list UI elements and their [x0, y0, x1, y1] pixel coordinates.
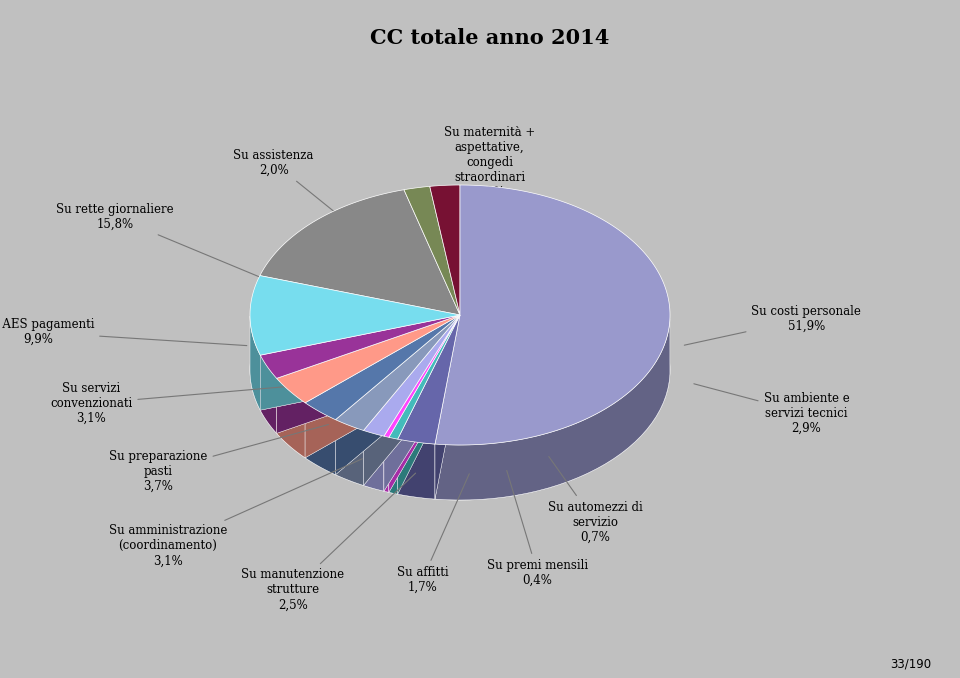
- Text: Su premi mensili
0,4%: Su premi mensili 0,4%: [487, 471, 588, 587]
- Text: Su ambiente e
servizi tecnici
2,9%: Su ambiente e servizi tecnici 2,9%: [694, 384, 850, 435]
- Polygon shape: [435, 185, 670, 445]
- Polygon shape: [404, 186, 460, 315]
- Text: Su rette giornaliere
15,8%: Su rette giornaliere 15,8%: [57, 203, 276, 283]
- Polygon shape: [384, 315, 460, 491]
- Polygon shape: [397, 315, 460, 494]
- Polygon shape: [389, 315, 460, 492]
- Polygon shape: [364, 431, 384, 491]
- Text: Su preparazione
pasti
3,7%: Su preparazione pasti 3,7%: [109, 424, 328, 493]
- Polygon shape: [276, 315, 460, 403]
- Polygon shape: [260, 315, 460, 378]
- Polygon shape: [389, 437, 397, 494]
- Polygon shape: [305, 315, 460, 458]
- Polygon shape: [435, 315, 460, 499]
- Polygon shape: [260, 315, 460, 410]
- Polygon shape: [276, 315, 460, 433]
- Polygon shape: [435, 319, 670, 500]
- Ellipse shape: [250, 240, 670, 500]
- Text: Su maternità +
aspettative,
congedi
straordinari
2,3%: Su maternità + aspettative, congedi stra…: [443, 126, 536, 245]
- Text: Su amministrazione
(coordinamento)
3,1%: Su amministrazione (coordinamento) 3,1%: [108, 459, 362, 567]
- Text: Su affitti
1,7%: Su affitti 1,7%: [396, 474, 469, 594]
- Text: Su assistenza
2,0%: Su assistenza 2,0%: [233, 148, 372, 242]
- Polygon shape: [364, 315, 460, 485]
- Polygon shape: [260, 190, 460, 315]
- Polygon shape: [384, 436, 389, 492]
- Polygon shape: [364, 315, 460, 485]
- Polygon shape: [276, 315, 460, 433]
- Polygon shape: [364, 315, 460, 436]
- Polygon shape: [397, 315, 460, 444]
- Polygon shape: [397, 439, 435, 499]
- Polygon shape: [389, 315, 460, 439]
- Polygon shape: [397, 315, 460, 494]
- Polygon shape: [305, 403, 335, 475]
- Polygon shape: [305, 315, 460, 458]
- Text: Su automezzi di
servizio
0,7%: Su automezzi di servizio 0,7%: [548, 456, 642, 544]
- Polygon shape: [335, 420, 364, 485]
- Polygon shape: [384, 315, 460, 491]
- Text: Su costi personale
51,9%: Su costi personale 51,9%: [684, 304, 861, 345]
- Polygon shape: [305, 315, 460, 420]
- Text: Su AES pagamenti
9,9%: Su AES pagamenti 9,9%: [0, 318, 247, 346]
- Polygon shape: [384, 315, 460, 437]
- Polygon shape: [335, 315, 460, 475]
- Polygon shape: [335, 315, 460, 475]
- Polygon shape: [250, 275, 460, 355]
- Polygon shape: [430, 185, 460, 315]
- Polygon shape: [276, 378, 305, 458]
- Polygon shape: [250, 316, 260, 410]
- Polygon shape: [435, 315, 460, 499]
- Polygon shape: [260, 315, 460, 410]
- Text: CC totale anno 2014: CC totale anno 2014: [371, 28, 610, 48]
- Polygon shape: [260, 355, 276, 433]
- Text: Su servizi
convenzionati
3,1%: Su servizi convenzionati 3,1%: [50, 382, 285, 425]
- Text: 33/190: 33/190: [890, 658, 931, 671]
- Polygon shape: [335, 315, 460, 431]
- Text: Su manutenzione
strutture
2,5%: Su manutenzione strutture 2,5%: [241, 473, 416, 612]
- Polygon shape: [389, 315, 460, 492]
